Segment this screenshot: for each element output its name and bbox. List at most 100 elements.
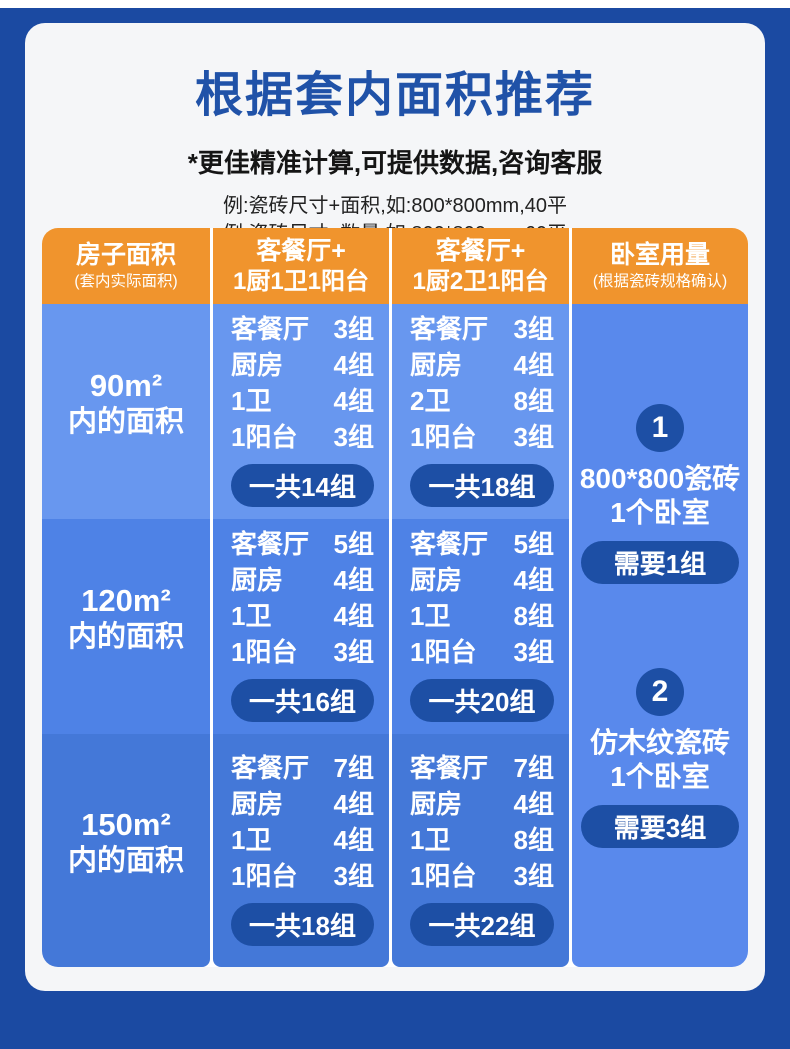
plan-item: 厨房 4组 (231, 562, 374, 598)
plan-cell-150-b: 客餐厅 7组 厨房 4组 1卫 8组 1阳台 3组 一共22组 (392, 734, 569, 967)
room-label: 1卫 (410, 600, 451, 631)
bedroom-room-count: 1个卧室 (610, 760, 710, 792)
room-label: 客餐厅 (231, 752, 310, 783)
plan-item: 1卫 8组 (410, 598, 554, 634)
room-label: 2卫 (410, 385, 451, 416)
room-count: 4组 (333, 349, 374, 380)
room-label: 1阳台 (231, 421, 298, 452)
total-pill: 一共18组 (231, 902, 374, 946)
banner-background: 根据套内面积推荐 *更佳精准计算,可提供数据,咨询客服 例:瓷砖尺寸+面积,如:… (0, 8, 790, 1049)
bedroom-section-2: 2 仿木纹瓷砖 1个卧室 需要3组 (581, 668, 739, 849)
total-pill: 一共18组 (410, 463, 554, 507)
room-label: 1阳台 (410, 860, 477, 891)
room-count: 4组 (513, 788, 554, 819)
room-label: 厨房 (410, 564, 463, 595)
room-count: 4组 (333, 824, 374, 855)
number-badge-2: 2 (636, 668, 684, 717)
column-header-note: (套内实际面积) (74, 272, 178, 290)
room-label: 厨房 (231, 564, 284, 595)
room-count: 8组 (513, 600, 554, 631)
room-count: 7组 (513, 752, 554, 783)
bedroom-tile-type: 800*800瓷砖 (579, 463, 741, 494)
area-caption: 内的面积 (67, 620, 184, 653)
room-label: 1阳台 (231, 636, 298, 667)
room-label: 1阳台 (410, 636, 477, 667)
room-count: 3组 (333, 860, 374, 891)
total-pill: 一共20组 (410, 678, 554, 722)
column-header-title: 房子面积 (75, 241, 176, 270)
bedroom-need-pill: 需要1组 (581, 541, 739, 585)
room-count: 8组 (513, 385, 554, 416)
column-header-house-area: 房子面积 (套内实际面积) (42, 228, 210, 304)
room-count: 4组 (333, 564, 374, 595)
room-label: 客餐厅 (410, 752, 489, 783)
room-count: 4组 (333, 600, 374, 631)
column-header-title: 卧室用量 (609, 241, 710, 270)
plan-item: 1卫 4组 (231, 822, 374, 858)
plan-cell-120-b: 客餐厅 5组 厨房 4组 1卫 8组 1阳台 3组 一共20组 (392, 519, 569, 734)
number-badge-1: 1 (636, 404, 684, 452)
plan-item: 厨房 4组 (410, 347, 554, 383)
area-cell-90: 90m² 内的面积 (42, 304, 210, 519)
room-count: 3组 (333, 313, 374, 344)
plan-cell-90-a: 客餐厅 3组 厨房 4组 1卫 4组 1阳台 3组 一共14组 (213, 304, 389, 519)
room-count: 7组 (333, 752, 374, 783)
area-value: 150m² (81, 807, 171, 843)
plan-item: 厨房 4组 (231, 347, 374, 383)
plan-item: 客餐厅 7组 (231, 750, 374, 786)
room-count: 3组 (513, 860, 554, 891)
total-pill: 一共16组 (231, 678, 374, 722)
room-label: 1阳台 (231, 860, 298, 891)
room-label: 1卫 (231, 600, 272, 631)
area-caption: 内的面积 (67, 844, 184, 877)
plan-item: 客餐厅 5组 (410, 526, 554, 562)
area-caption: 内的面积 (67, 405, 184, 438)
bedroom-usage-panel: 1 800*800瓷砖 1个卧室 需要1组 2 仿木纹瓷砖 1个卧室 需要3组 (572, 304, 748, 967)
room-count: 3组 (333, 636, 374, 667)
room-label: 客餐厅 (410, 313, 489, 344)
room-label: 客餐厅 (231, 528, 310, 559)
plan-item: 厨房 4组 (410, 786, 554, 822)
room-label: 厨房 (410, 349, 463, 380)
plan-item: 客餐厅 3组 (410, 311, 554, 347)
column-header-title: 客餐厅+ (256, 237, 346, 266)
room-label: 1阳台 (410, 421, 477, 452)
total-pill: 一共14组 (231, 463, 374, 507)
area-cell-120: 120m² 内的面积 (42, 519, 210, 734)
column-header-subtitle: 1厨1卫1阳台 (232, 267, 370, 295)
column-header-title: 客餐厅+ (435, 237, 526, 266)
room-count: 3组 (513, 636, 554, 667)
room-count: 5组 (513, 528, 554, 559)
plan-item: 客餐厅 5组 (231, 526, 374, 562)
area-cell-150: 150m² 内的面积 (42, 734, 210, 967)
subtitle: *更佳精准计算,可提供数据,咨询客服 (187, 148, 603, 178)
plan-item: 1阳台 3组 (410, 419, 554, 455)
room-label: 客餐厅 (410, 528, 489, 559)
bedroom-need-pill: 需要3组 (581, 805, 739, 849)
total-pill: 一共22组 (410, 902, 554, 946)
room-count: 4组 (513, 564, 554, 595)
room-label: 客餐厅 (231, 313, 310, 344)
room-count: 4组 (513, 349, 554, 380)
column-header-plan-b: 客餐厅+ 1厨2卫1阳台 (392, 228, 569, 304)
room-label: 厨房 (231, 349, 284, 380)
room-count: 3组 (333, 421, 374, 452)
recommendation-card: 根据套内面积推荐 *更佳精准计算,可提供数据,咨询客服 例:瓷砖尺寸+面积,如:… (25, 23, 765, 991)
plan-item: 厨房 4组 (410, 562, 554, 598)
column-header-plan-a: 客餐厅+ 1厨1卫1阳台 (213, 228, 389, 304)
plan-item: 1卫 4组 (231, 383, 374, 419)
plan-cell-90-b: 客餐厅 3组 厨房 4组 2卫 8组 1阳台 3组 一共18组 (392, 304, 569, 519)
room-label: 1卫 (410, 824, 451, 855)
room-count: 8组 (513, 824, 554, 855)
plan-item: 1阳台 3组 (410, 858, 554, 894)
plan-item: 1阳台 3组 (410, 634, 554, 670)
bedroom-room-count: 1个卧室 (610, 496, 710, 528)
room-label: 厨房 (231, 788, 284, 819)
plan-cell-120-a: 客餐厅 5组 厨房 4组 1卫 4组 1阳台 3组 一共16组 (213, 519, 389, 734)
plan-item: 客餐厅 3组 (231, 311, 374, 347)
recommendation-table: 房子面积 (套内实际面积) 客餐厅+ 1厨1卫1阳台 客餐厅+ 1厨2卫1阳台 … (42, 228, 748, 967)
plan-item: 客餐厅 7组 (410, 750, 554, 786)
room-count: 3组 (513, 421, 554, 452)
column-header-note: (根据瓷砖规格确认) (592, 272, 728, 290)
room-label: 厨房 (410, 788, 463, 819)
